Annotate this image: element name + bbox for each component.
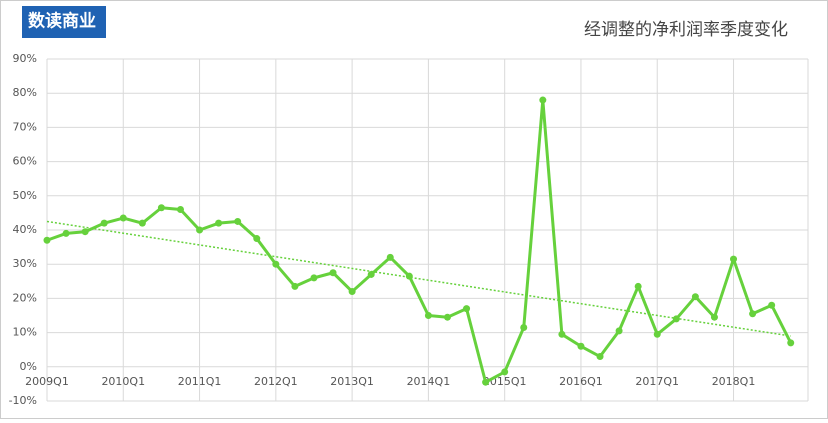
point [196,226,204,234]
x-tick-label: 2014Q1 [407,375,451,388]
y-tick-label: -10% [9,394,37,407]
point [62,229,70,237]
x-tick-label: 2013Q1 [330,375,374,388]
point [710,313,718,321]
x-tick-label: 2017Q1 [635,375,679,388]
y-tick-label: 70% [13,120,37,133]
point [443,313,451,321]
point [291,282,299,290]
y-tick-label: 20% [13,291,37,304]
point [501,368,509,376]
point [749,310,757,318]
point [596,353,604,361]
point [558,330,566,338]
point [234,217,242,225]
y-tick-label: 60% [13,155,37,168]
point [138,219,146,227]
point [672,315,680,323]
x-tick-label: 2009Q1 [25,375,69,388]
point [577,342,585,350]
point [691,293,699,301]
y-tick-label: 40% [13,223,37,236]
point [424,312,432,319]
point [329,269,337,277]
y-tick-label: 90% [13,52,37,65]
point [730,255,738,263]
point [405,272,413,280]
point [81,228,89,236]
point [367,270,375,278]
x-tick-label: 2011Q1 [178,375,222,388]
point [615,327,623,335]
point [43,236,51,244]
point [119,214,127,222]
y-tick-label: 50% [13,189,37,202]
y-tick-label: 10% [13,326,37,339]
x-tick-label: 2016Q1 [559,375,603,388]
point [463,305,471,313]
point [272,260,280,268]
point [653,330,661,338]
point [520,323,528,331]
x-tick-label: 2012Q1 [254,375,298,388]
y-tick-label: 80% [13,86,37,99]
point [176,205,184,213]
point [386,253,394,261]
logo: 数读商业 [28,11,96,32]
point [787,339,795,347]
y-tick-label: 0% [20,360,37,373]
point [253,235,261,243]
x-tick-label: 2018Q1 [712,375,756,388]
trendline [46,220,791,337]
line [46,98,793,384]
point [310,274,318,282]
point [768,301,776,309]
logo-box [22,6,106,38]
point [100,219,108,227]
chart-title: 经调整的净利润率季度变化 [584,20,788,40]
point [539,96,547,104]
point [348,288,356,296]
y-tick-label: 30% [13,257,37,270]
point [634,282,642,290]
x-tick-label: 2010Q1 [101,375,145,388]
point [482,378,490,386]
point [215,219,223,227]
point [157,204,165,212]
